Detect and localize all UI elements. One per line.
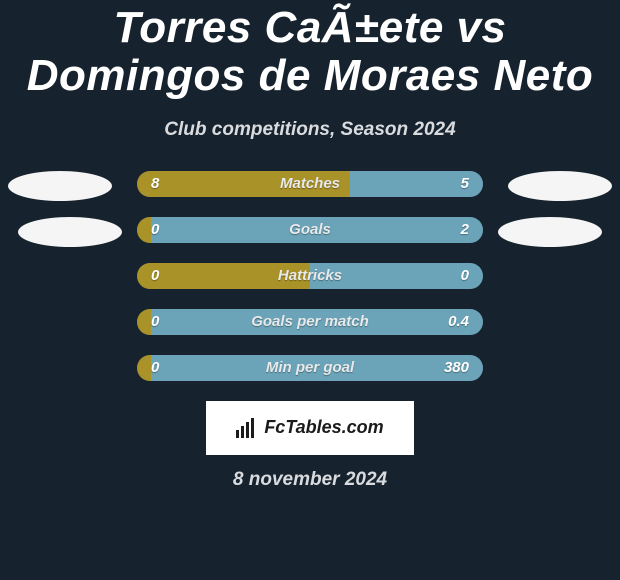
page-title: Torres CaÃ±ete vs Domingos de Moraes Net… (0, 0, 620, 101)
stat-bar-labels: 0 Hattricks 0 (137, 263, 483, 289)
brand-badge: FcTables.com (206, 401, 414, 455)
stat-name: Hattricks (278, 267, 342, 284)
stat-bar-labels: 8 Matches 5 (137, 171, 483, 197)
stat-bar: 0 Goals 2 (137, 217, 483, 243)
stat-right-value: 380 (444, 359, 469, 376)
stat-bar-labels: 0 Goals per match 0.4 (137, 309, 483, 335)
stat-left-value: 0 (151, 221, 159, 238)
stat-right-value: 0.4 (448, 313, 469, 330)
stat-row: 0 Hattricks 0 (10, 263, 610, 289)
stat-bar-labels: 0 Min per goal 380 (137, 355, 483, 381)
subtitle: Club competitions, Season 2024 (0, 119, 620, 141)
bar-chart-icon (236, 418, 258, 438)
stat-right-value: 5 (461, 175, 469, 192)
footer-date: 8 november 2024 (0, 469, 620, 491)
stat-bar: 0 Hattricks 0 (137, 263, 483, 289)
stat-row: 0 Min per goal 380 (10, 355, 610, 381)
decorative-ellipse (18, 217, 122, 247)
stat-right-value: 2 (461, 221, 469, 238)
stat-bar: 0 Goals per match 0.4 (137, 309, 483, 335)
stat-bar: 8 Matches 5 (137, 171, 483, 197)
stat-bar: 0 Min per goal 380 (137, 355, 483, 381)
decorative-ellipse (508, 171, 612, 201)
brand-text: FcTables.com (264, 417, 383, 438)
decorative-ellipse (498, 217, 602, 247)
stat-name: Goals (289, 221, 331, 238)
stat-left-value: 0 (151, 359, 159, 376)
stat-left-value: 0 (151, 267, 159, 284)
stat-left-value: 8 (151, 175, 159, 192)
stat-name: Min per goal (266, 359, 354, 376)
stat-name: Matches (280, 175, 340, 192)
stat-left-value: 0 (151, 313, 159, 330)
stat-name: Goals per match (251, 313, 369, 330)
stat-bar-labels: 0 Goals 2 (137, 217, 483, 243)
stat-right-value: 0 (461, 267, 469, 284)
decorative-ellipse (8, 171, 112, 201)
stats-comparison: 8 Matches 5 0 Goals 2 0 Hattricks 0 0 Goals per ma… (0, 171, 620, 381)
stat-row: 0 Goals per match 0.4 (10, 309, 610, 335)
